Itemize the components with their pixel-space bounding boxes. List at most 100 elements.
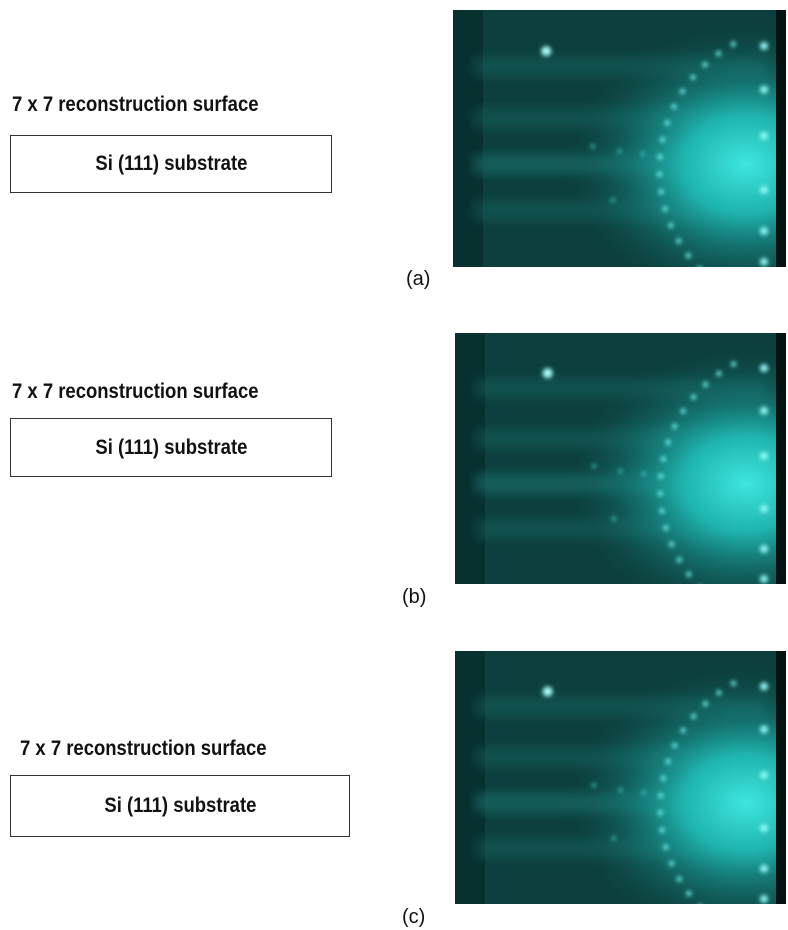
spot	[716, 51, 721, 56]
spot	[668, 223, 673, 228]
spot	[663, 844, 668, 849]
glow	[455, 651, 786, 904]
spot	[760, 725, 768, 733]
spot	[760, 824, 768, 832]
surface-label: 7 x 7 reconstruction surface	[12, 380, 258, 404]
spot	[642, 791, 646, 795]
spot	[665, 440, 670, 445]
spot	[619, 469, 623, 473]
spot	[659, 828, 664, 833]
spot	[716, 371, 721, 376]
spot	[760, 186, 768, 194]
spot	[760, 364, 768, 372]
spot	[663, 525, 668, 530]
spot	[669, 542, 674, 547]
spot	[760, 575, 768, 583]
substrate-box: Si (111) substrate	[10, 135, 332, 193]
spot	[671, 104, 676, 109]
spot	[658, 793, 663, 798]
glow	[455, 333, 786, 584]
spot	[612, 836, 616, 840]
shadow-edge	[776, 333, 786, 584]
spot	[665, 120, 670, 125]
substrate-label: Si (111) substrate	[95, 436, 247, 460]
spot	[661, 776, 666, 781]
spot	[731, 42, 736, 47]
surface-label: 7 x 7 reconstruction surface	[20, 737, 266, 761]
spot	[658, 491, 663, 496]
specular-spot	[543, 368, 553, 378]
spot	[691, 395, 696, 400]
shadow-edge	[776, 10, 786, 267]
substrate-box: Si (111) substrate	[10, 418, 332, 477]
rheed-image	[455, 333, 786, 584]
spot	[760, 132, 768, 140]
spot	[702, 62, 707, 67]
spot	[611, 198, 615, 202]
spot	[658, 474, 663, 479]
spot	[660, 137, 665, 142]
spot	[672, 743, 677, 748]
substrate-label: Si (111) substrate	[95, 152, 247, 176]
spot	[760, 42, 768, 50]
rheed-image	[453, 10, 786, 267]
spot	[703, 701, 708, 706]
panel-label: (a)	[406, 268, 430, 291]
spot	[657, 172, 662, 177]
spot	[686, 572, 691, 577]
spot	[760, 86, 768, 94]
surface-label: 7 x 7 reconstruction surface	[12, 93, 258, 117]
spot	[686, 253, 691, 258]
spot	[691, 714, 696, 719]
spot	[677, 557, 682, 562]
spot	[690, 75, 695, 80]
spot	[661, 456, 666, 461]
spot	[591, 144, 595, 148]
spot	[760, 505, 768, 513]
spot	[592, 783, 596, 787]
spot	[641, 152, 645, 156]
spot	[760, 865, 768, 873]
spot	[681, 728, 686, 733]
spot	[618, 149, 622, 153]
spot	[658, 810, 663, 815]
spot	[659, 508, 664, 513]
spot	[681, 409, 686, 414]
spot	[665, 759, 670, 764]
spot	[760, 227, 768, 235]
spot	[760, 771, 768, 779]
panel-label: (c)	[402, 906, 425, 929]
glow	[453, 10, 786, 267]
spot	[760, 407, 768, 415]
spot	[760, 682, 768, 690]
specular-spot	[543, 686, 553, 696]
shadow-edge	[776, 651, 786, 904]
spot	[662, 206, 667, 211]
panel-label: (b)	[402, 586, 426, 609]
spot	[716, 690, 721, 695]
rheed-image	[455, 651, 786, 904]
specular-spot	[541, 46, 551, 56]
spot	[592, 464, 596, 468]
spot	[669, 861, 674, 866]
spot	[676, 238, 681, 243]
spot	[619, 788, 623, 792]
spot	[672, 424, 677, 429]
spot	[686, 891, 691, 896]
spot	[760, 452, 768, 460]
spot	[703, 382, 708, 387]
spot	[657, 154, 662, 159]
spot	[680, 89, 685, 94]
spot	[760, 258, 768, 266]
spot	[677, 876, 682, 881]
spot	[731, 362, 736, 367]
spot	[612, 517, 616, 521]
figure: 7 x 7 reconstruction surface Si (111) su…	[0, 0, 788, 930]
spot	[731, 681, 736, 686]
spot	[659, 189, 664, 194]
spot	[760, 895, 768, 903]
substrate-label: Si (111) substrate	[104, 794, 256, 818]
spot	[642, 472, 646, 476]
spot	[760, 545, 768, 553]
substrate-box: Si (111) substrate	[10, 775, 350, 837]
